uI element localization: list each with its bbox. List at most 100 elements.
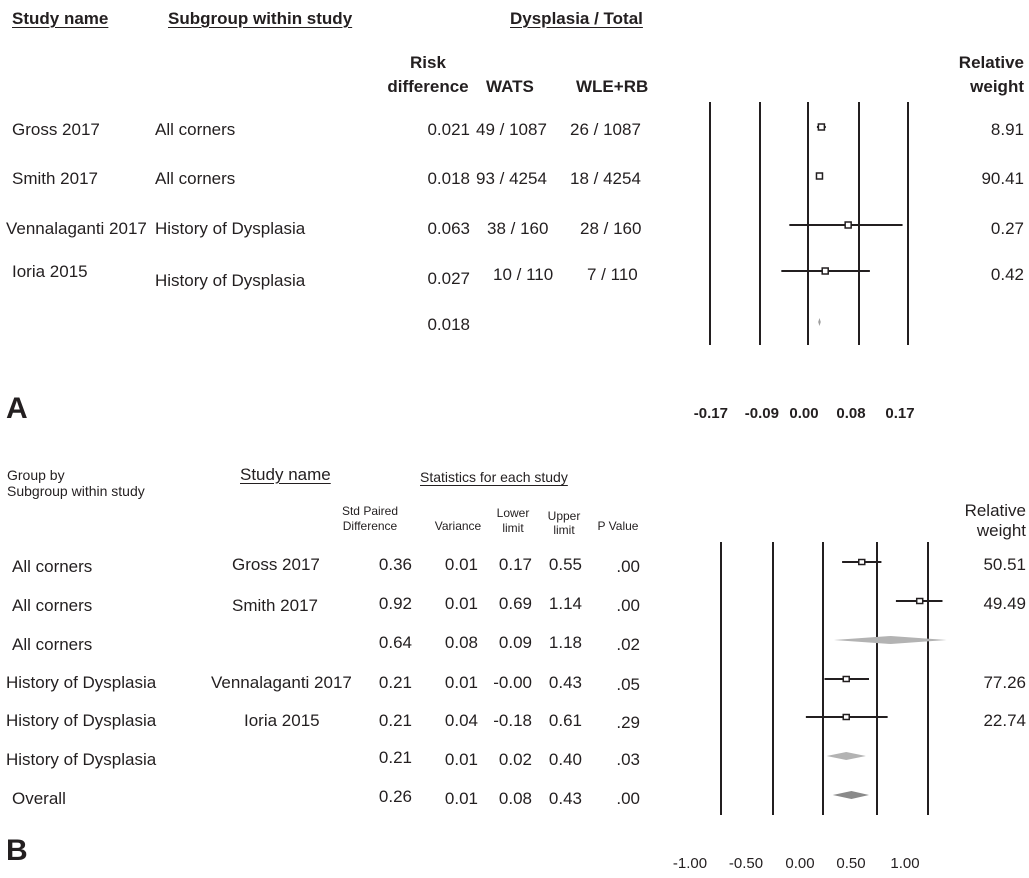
variance: 0.01 [444,750,478,769]
lower-limit: 0.08 [498,789,532,808]
axis-tick-label: -0.50 [728,855,764,872]
header-upper-line1: Upper [547,509,581,523]
std-paired-difference: 0.21 [378,711,412,730]
header-lower-line2: limit [502,521,524,535]
subgroup: History of Dysplasia [155,271,306,290]
header-std-paired-line2: Difference [342,519,398,533]
header-group-by: Group by [7,467,65,483]
subgroup: History of Dysplasia [155,219,306,238]
study-name: Smith 2017 [12,169,98,188]
lower-limit: -0.18 [493,711,532,730]
group-name: All corners [12,635,93,654]
relative-weight: 49.49 [983,594,1026,613]
lower-limit: 0.69 [498,594,532,613]
relative-weight: 0.27 [990,219,1024,238]
upper-limit: 1.14 [548,594,582,613]
axis-tick-label: -1.00 [672,855,708,872]
risk-difference: 0.027 [427,269,470,288]
upper-limit: 0.43 [548,789,582,808]
variance: 0.04 [444,711,478,730]
std-paired-difference: 0.21 [378,673,412,692]
group-name: History of Dysplasia [6,711,157,730]
axis-tick-label: 0.17 [885,405,915,422]
study-name: Vennalaganti 2017 [6,219,147,238]
header-variance: Variance [434,519,482,533]
header-dysplasia-total: Dysplasia / Total [510,9,643,28]
wats-value: 10 / 110 [493,265,554,284]
variance: 0.01 [444,555,478,574]
panel-label-a: A [6,392,28,425]
summary-diamond [826,752,866,760]
wats-value: 49 / 1087 [476,120,547,139]
header-upper-line2: limit [553,523,575,537]
variance: 0.08 [444,633,478,652]
axis-tick-label: 0.50 [836,855,866,872]
axis-tick-label: -0.17 [693,405,728,422]
axis-tick-label: 0.00 [789,405,819,422]
header-subgroup: Subgroup within study [7,483,145,499]
risk-difference: 0.021 [427,120,470,139]
header-risk-line2: difference [387,77,469,96]
point-estimate [815,172,824,180]
study-name: Gross 2017 [12,120,100,139]
group-name: History of Dysplasia [6,673,157,692]
header-lower-line1: Lower [496,506,530,520]
summary-diamond [818,318,821,326]
axis-tick-label: 1.00 [890,855,920,872]
relative-weight: 22.74 [983,711,1026,730]
upper-limit: 0.61 [548,711,582,730]
header-subgroup: Subgroup within study [168,9,353,28]
wle-value: 18 / 4254 [570,169,641,188]
relative-weight: 77.26 [983,673,1026,692]
p-value: .00 [616,557,640,576]
variance: 0.01 [444,789,478,808]
group-name: History of Dysplasia [6,750,157,769]
p-value: .05 [616,675,640,694]
p-value: .02 [616,635,640,654]
relative-weight: 8.91 [990,120,1024,139]
summary-diamond [832,791,870,799]
header-wats: WATS [486,77,534,96]
axis-tick-label: 0.00 [785,855,815,872]
upper-limit: 0.55 [548,555,582,574]
header-wle-rb: WLE+RB [576,77,649,96]
group-name: All corners [12,557,93,576]
upper-limit: 0.40 [548,750,582,769]
risk-difference: 0.018 [427,169,470,188]
p-value: .00 [616,596,640,615]
panel-label-b: B [6,834,28,867]
header-study-name: Study name [12,9,109,28]
upper-limit: 1.18 [548,633,582,652]
relative-weight: 50.51 [983,555,1026,574]
std-paired-difference: 0.36 [378,555,412,574]
lower-limit: 0.02 [498,750,532,769]
axis-tick-label: 0.08 [836,405,866,422]
point-estimate [817,123,826,131]
header-p-value: P Value [597,519,639,533]
p-value: .00 [616,789,640,808]
point-estimate [915,597,924,605]
point-estimate [842,713,850,721]
wle-value: 7 / 110 [587,265,638,284]
std-paired-difference: 0.21 [378,748,412,767]
wle-value: 28 / 160 [580,219,642,238]
relative-weight: 90.41 [981,169,1024,188]
variance: 0.01 [444,594,478,613]
overall-risk-difference: 0.018 [427,315,470,334]
group-name: All corners [12,596,93,615]
axis-tick-label: -0.09 [744,405,779,422]
subgroup: All corners [155,169,236,188]
wats-value: 93 / 4254 [476,169,547,188]
header-risk-line1: Risk [410,53,446,72]
risk-difference: 0.063 [427,219,470,238]
header-study-name: Study name [240,465,331,484]
summary-diamond [833,636,947,644]
study-name: Gross 2017 [232,555,320,574]
lower-limit: -0.00 [493,673,532,692]
relative-weight: 0.42 [990,265,1024,284]
point-estimate [844,221,852,229]
p-value: .03 [616,750,640,769]
lower-limit: 0.17 [498,555,532,574]
variance: 0.01 [444,673,478,692]
p-value: .29 [616,713,640,732]
